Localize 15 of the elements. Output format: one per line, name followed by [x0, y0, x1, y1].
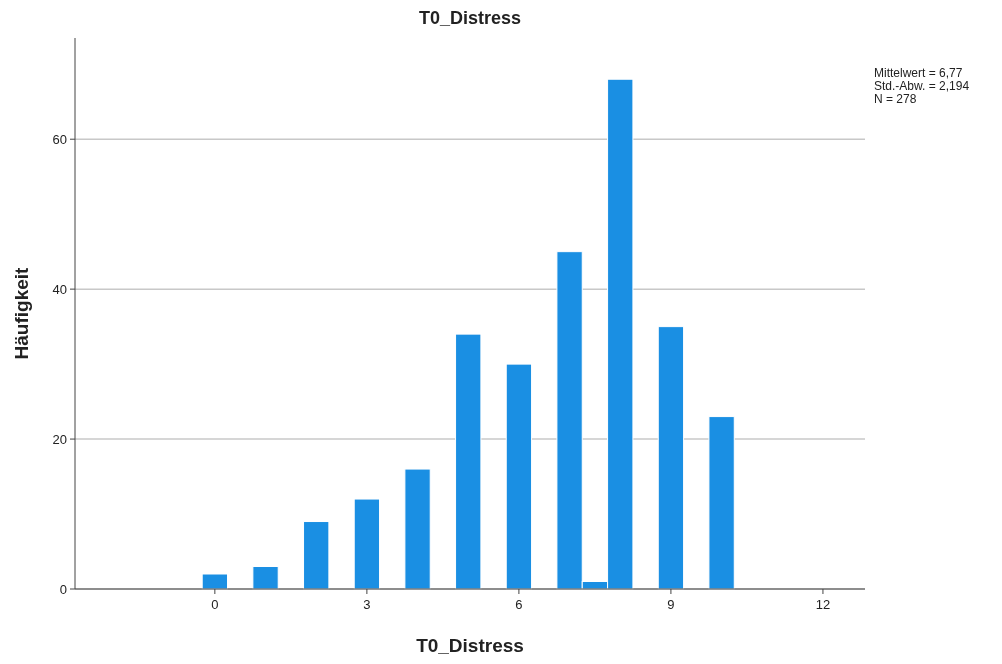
x-tick-label: 12	[815, 597, 831, 612]
x-tick-label: 3	[363, 597, 371, 612]
text: Std.-Abw. = 2,194	[874, 79, 970, 93]
x-tick-label: 9	[667, 597, 675, 612]
y-tick-label: 40	[52, 282, 67, 298]
x-axis-title: T0_Distress	[416, 635, 524, 656]
y-axis-title: Häufigkeit	[11, 266, 32, 360]
chart-title: T0_Distress	[418, 8, 522, 28]
y-tick-label: 20	[52, 432, 67, 448]
text: N = 278	[874, 92, 917, 106]
y-tick-label: 60	[52, 132, 67, 148]
x-tick-label: 6	[515, 597, 523, 612]
x-tick-label: 0	[211, 597, 219, 612]
y-tick-label: 0	[59, 582, 67, 597]
text: Mittelwert = 6,77	[874, 66, 963, 80]
